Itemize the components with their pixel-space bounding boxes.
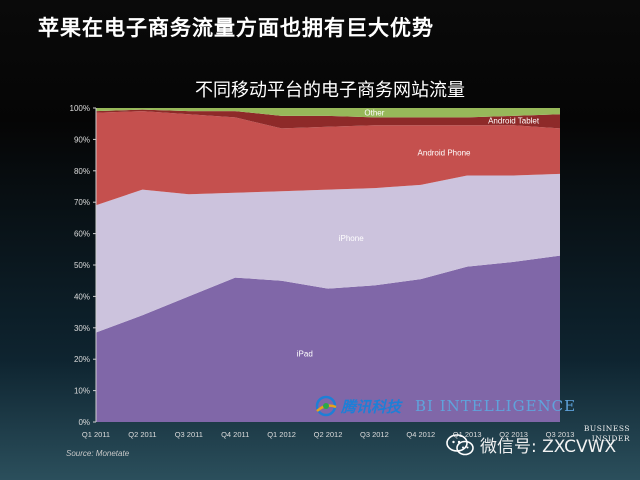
x-tick-label: Q3 2011 — [175, 430, 203, 439]
area-ipad — [96, 255, 560, 422]
y-tick-label: 10% — [74, 387, 90, 396]
area-android-tablet — [96, 109, 560, 129]
series-label-iphone: iPhone — [339, 234, 364, 243]
source-note: Source: Monetate — [66, 449, 130, 458]
x-tick-label: Q3 2012 — [360, 430, 389, 439]
slide-title: 苹果在电子商务流量方面也拥有巨大优势 — [38, 16, 434, 40]
area-iphone — [96, 173, 560, 333]
x-tick-label: Q1 2013 — [453, 430, 482, 439]
bi-logo-line2: INSIDER — [591, 434, 630, 443]
y-tick-label: 80% — [74, 167, 90, 176]
area-android-phone — [96, 111, 560, 206]
wechat-id-text: 微信号: ZXCVWX — [480, 437, 617, 457]
x-tick-label: Q2 2012 — [314, 430, 343, 439]
chart-title: 不同移动平台的电子商务网站流量 — [195, 80, 465, 101]
x-tick-label: Q1 2012 — [267, 430, 296, 439]
series-labels-group: iPad iPhone Android Phone Android Tablet Oth… — [297, 109, 540, 359]
y-tick-label: 30% — [74, 324, 90, 333]
area-series-group — [96, 108, 560, 422]
watermark-en-text: BI INTELLIGENCE — [415, 397, 577, 415]
tencent-logo-icon — [315, 395, 337, 417]
watermark-cn-text: 腾讯科技 — [341, 397, 402, 416]
x-tick-label: Q3 2013 — [546, 430, 575, 439]
x-tick-label: Q2 2013 — [499, 430, 528, 439]
area-other — [96, 108, 560, 118]
wechat-watermark: 微信号: ZXCVWX — [446, 432, 616, 457]
bi-logo-line1: BUSINESS — [583, 424, 630, 433]
x-tick-label: Q4 2011 — [221, 430, 249, 439]
series-label-ipad: iPad — [297, 349, 313, 358]
tencent-watermark: 腾讯科技 BI INTELLIGENCE — [314, 395, 576, 417]
y-tick-label: 0% — [78, 418, 90, 427]
y-tick-label: 20% — [74, 355, 90, 364]
y-tick-label: 90% — [74, 135, 90, 144]
y-tick-label: 60% — [74, 230, 90, 239]
x-tick-label: Q2 2011 — [128, 430, 156, 439]
y-tick-label: 100% — [70, 104, 90, 113]
x-tick-label: Q4 2012 — [406, 430, 435, 439]
series-label-other: Other — [364, 109, 384, 118]
series-label-android-phone: Android Phone — [418, 149, 471, 158]
y-tick-label: 50% — [74, 261, 90, 270]
y-axis: 0% 10% 20% 30% 40% 50% 60% 70% 80% 90% 100% — [70, 104, 97, 427]
series-label-android-tablet: Android Tablet — [488, 117, 540, 126]
x-tick-label: Q1 2011 — [82, 430, 110, 439]
wechat-icon — [446, 433, 474, 455]
y-tick-label: 70% — [74, 198, 90, 207]
y-tick-label: 40% — [74, 292, 90, 301]
x-axis: Q1 2011 Q2 2011 Q3 2011 Q4 2011 Q1 2012 Q2 20… — [82, 430, 575, 439]
business-insider-logo: BUSINESS INSIDER — [570, 424, 630, 444]
